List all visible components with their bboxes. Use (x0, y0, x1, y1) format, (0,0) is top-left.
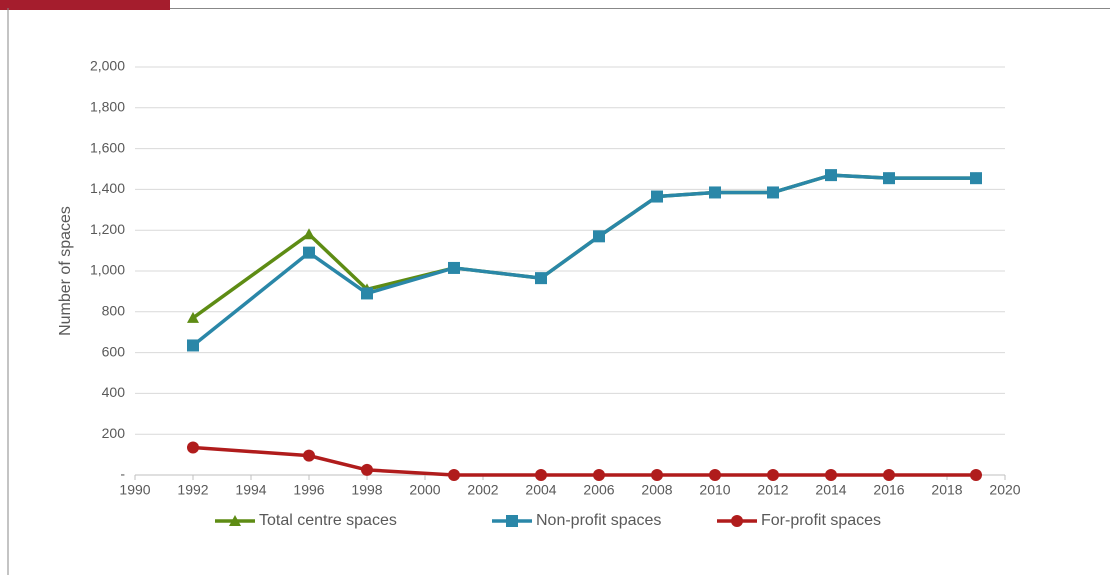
y-tick-label: 800 (102, 303, 126, 319)
y-axis-label: Number of spaces (57, 206, 74, 336)
marker (535, 469, 547, 481)
marker (709, 469, 721, 481)
marker (651, 469, 663, 481)
marker (651, 190, 663, 203)
y-tick-label: 400 (102, 384, 126, 400)
marker (535, 272, 547, 285)
series-line (192, 445, 976, 477)
x-tick-label: 2008 (641, 482, 672, 498)
marker (187, 339, 199, 352)
marker (448, 261, 460, 274)
series-line (191, 173, 976, 347)
marker (448, 469, 460, 481)
legend-label: Total centre spaces (259, 512, 397, 529)
y-tick-label: 1,200 (90, 221, 125, 237)
x-tick-label: 1998 (351, 482, 382, 498)
marker (767, 469, 779, 481)
marker (187, 311, 199, 323)
x-tick-label: 1992 (177, 482, 208, 498)
marker (303, 228, 315, 240)
y-tick-label: 1,800 (90, 99, 125, 115)
legend-label: Non-profit spaces (536, 512, 661, 529)
y-tick-label: 1,000 (90, 262, 125, 278)
x-tick-label: 2018 (931, 482, 962, 498)
marker (883, 172, 895, 185)
y-tick-label: 600 (102, 343, 126, 359)
y-tick-label: 1,400 (90, 180, 125, 196)
marker (361, 287, 373, 300)
marker (825, 169, 837, 182)
x-tick-label: 2016 (873, 482, 904, 498)
x-tick-label: 2000 (409, 482, 440, 498)
y-tick-label: 2,000 (90, 58, 125, 74)
marker (593, 230, 605, 243)
header-tab (0, 0, 170, 10)
x-tick-label: 2014 (815, 482, 846, 498)
x-tick-label: 2020 (989, 482, 1020, 498)
marker (709, 186, 721, 199)
marker (883, 469, 895, 481)
marker (767, 186, 779, 199)
marker (506, 515, 518, 527)
marker (825, 469, 837, 481)
marker (970, 172, 982, 185)
marker (229, 515, 241, 526)
y-tick-label: 1,600 (90, 139, 125, 155)
marker (970, 469, 982, 481)
x-tick-label: 2002 (467, 482, 498, 498)
legend-label: For-profit spaces (761, 512, 881, 529)
x-tick-label: 2004 (525, 482, 556, 498)
x-tick-label: 1990 (119, 482, 150, 498)
marker (187, 441, 199, 454)
x-tick-label: 1996 (293, 482, 324, 498)
marker (731, 515, 743, 527)
marker (303, 246, 315, 259)
y-tick-label: 200 (102, 425, 126, 441)
x-tick-label: 1994 (235, 482, 266, 498)
y-tick-label: - (120, 466, 125, 482)
x-tick-label: 2006 (583, 482, 614, 498)
marker (593, 469, 605, 481)
marker (361, 463, 373, 476)
x-tick-label: 2012 (757, 482, 788, 498)
x-tick-label: 2010 (699, 482, 730, 498)
marker (303, 449, 315, 462)
